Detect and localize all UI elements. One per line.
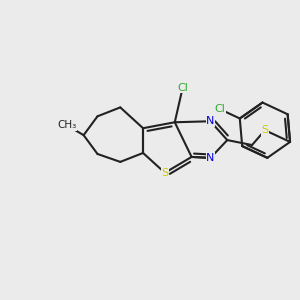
Text: N: N bbox=[206, 116, 214, 126]
Text: CH₃: CH₃ bbox=[57, 120, 76, 130]
Text: N: N bbox=[206, 153, 214, 163]
Text: S: S bbox=[261, 125, 268, 135]
Text: Cl: Cl bbox=[214, 104, 225, 114]
Text: S: S bbox=[161, 168, 168, 178]
Text: Cl: Cl bbox=[177, 82, 188, 93]
